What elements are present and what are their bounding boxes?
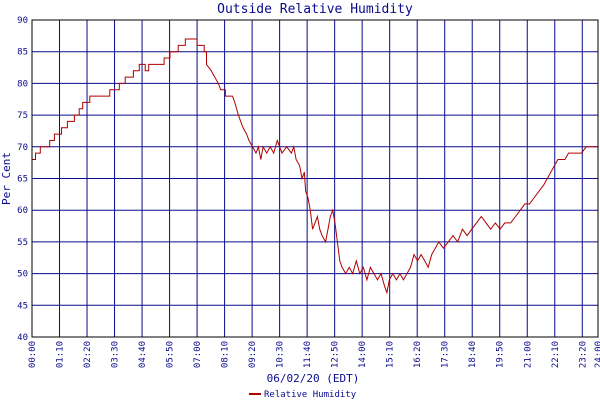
series-layer [32, 38, 598, 295]
x-tick-label: 10:30 [276, 341, 286, 368]
x-tick-label: 23:20 [578, 341, 588, 368]
series-line-relative-humidity [32, 38, 598, 295]
x-tick-label: 08:10 [221, 341, 231, 368]
x-tick-label: 24:00 [594, 341, 600, 368]
x-axis-ticks: 00:00 01:10 02:20 03:30 04:40 05:50 07:00 08:10… [28, 341, 600, 368]
y-tick-label: 60 [17, 206, 28, 216]
x-tick-label: 09:20 [248, 341, 258, 368]
x-tick-label: 03:30 [111, 341, 121, 368]
x-axis-label: 06/02/20 (EDT) [267, 372, 360, 385]
legend: Relative Humidity [249, 390, 357, 400]
x-tick-label: 22:10 [551, 341, 561, 368]
grid-lines [31, 19, 599, 338]
y-tick-label: 75 [17, 111, 28, 121]
x-tick-label: 12:50 [331, 341, 341, 368]
x-tick-label: 15:10 [386, 341, 396, 368]
x-tick-label: 04:40 [138, 341, 148, 368]
plot-frame [31, 19, 599, 338]
x-tick-label: 02:20 [83, 341, 93, 368]
y-tick-label: 45 [17, 301, 28, 311]
x-tick-label: 21:00 [523, 341, 533, 368]
x-tick-label: 07:00 [193, 341, 203, 368]
y-axis-label: Per Cent [0, 152, 13, 205]
x-tick-label: 14:00 [358, 341, 368, 368]
x-tick-label: 11:40 [303, 341, 313, 368]
y-tick-label: 65 [17, 175, 28, 185]
y-tick-label: 70 [17, 143, 28, 153]
x-tick-label: 16:20 [413, 341, 423, 368]
chart-title: Outside Relative Humidity [217, 2, 413, 17]
legend-label: Relative Humidity [264, 390, 357, 400]
y-tick-label: 85 [17, 48, 28, 58]
y-tick-label: 50 [17, 270, 28, 280]
y-axis-ticks: 40 45 50 55 60 65 70 75 80 85 90 [17, 16, 28, 343]
x-tick-label: 01:10 [56, 341, 66, 368]
y-tick-label: 55 [17, 238, 28, 248]
y-tick-label: 40 [17, 333, 28, 343]
x-tick-label: 05:50 [166, 341, 176, 368]
x-tick-label: 18:40 [468, 341, 478, 368]
x-tick-label: 17:30 [441, 341, 451, 368]
y-tick-label: 80 [17, 79, 28, 89]
y-tick-label: 90 [17, 16, 28, 26]
x-tick-label: 00:00 [28, 341, 38, 368]
x-tick-label: 19:50 [496, 341, 506, 368]
